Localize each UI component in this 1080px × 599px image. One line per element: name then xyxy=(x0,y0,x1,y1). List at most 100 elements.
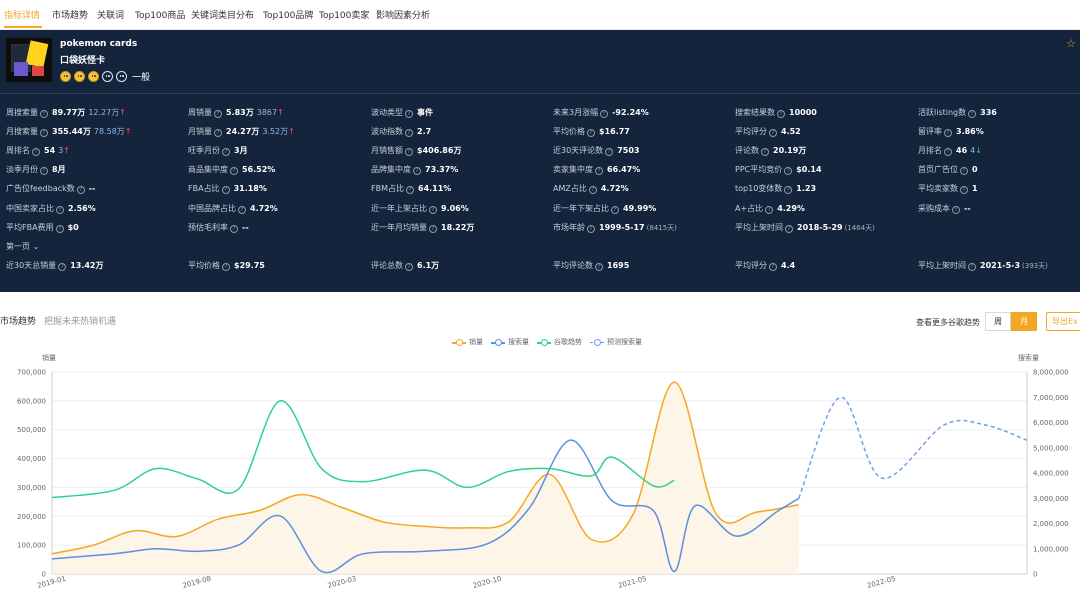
period-month-button[interactable]: 月 xyxy=(1011,312,1037,331)
help-icon[interactable]: ? xyxy=(55,225,64,233)
help-icon[interactable]: ? xyxy=(765,206,774,214)
sales-area xyxy=(52,382,799,574)
y-tick-left: 600,000 xyxy=(17,397,46,405)
y-tick-right: 6,000,000 xyxy=(1033,419,1069,427)
metric-4-3: AMZ占比? 4.72% xyxy=(553,184,629,194)
help-icon[interactable]: ? xyxy=(40,110,48,118)
help-icon[interactable]: ? xyxy=(785,225,793,233)
help-icon[interactable]: ? xyxy=(960,167,968,175)
help-icon[interactable]: ? xyxy=(769,129,777,137)
help-icon[interactable]: ? xyxy=(952,206,960,214)
sentiment-face-icon xyxy=(88,71,99,82)
help-icon[interactable]: ? xyxy=(784,186,793,194)
sentiment-face-icon xyxy=(116,71,127,82)
y-tick-right: 4,000,000 xyxy=(1033,470,1069,478)
help-icon[interactable]: ? xyxy=(405,129,413,137)
metric-6-3: 市场年龄? 1999-5-17 (8415天) xyxy=(553,223,677,233)
help-icon[interactable]: ? xyxy=(40,129,48,137)
help-icon[interactable]: ? xyxy=(32,148,40,156)
favorite-star-icon[interactable]: ☆ xyxy=(1066,37,1076,50)
help-icon[interactable]: ? xyxy=(960,186,968,194)
help-icon[interactable]: ? xyxy=(40,167,48,175)
y-tick-right: 7,000,000 xyxy=(1033,394,1069,402)
legend-item-1[interactable]: 搜索量 xyxy=(491,337,529,347)
tab-2[interactable]: 关联词 xyxy=(97,11,125,21)
legend-item-0[interactable]: 销量 xyxy=(452,337,483,347)
help-icon[interactable]: ? xyxy=(600,110,609,118)
help-icon[interactable]: ? xyxy=(405,263,413,271)
help-icon[interactable]: ? xyxy=(595,263,603,271)
help-icon[interactable]: ? xyxy=(968,110,977,118)
tab-7[interactable]: 影响因素分析 xyxy=(376,11,431,21)
help-icon[interactable]: ? xyxy=(413,167,421,175)
y-tick-right: 0 xyxy=(1033,571,1037,579)
first-page-toggle[interactable]: 第一页 ⌄ xyxy=(6,242,40,251)
product-subtitle: 口袋妖怪卡 xyxy=(60,56,106,66)
legend-item-2[interactable]: 谷歌趋势 xyxy=(537,337,582,347)
metric-2-5: 月排名? 46 4↓ xyxy=(918,146,982,156)
help-icon[interactable]: ? xyxy=(230,167,238,175)
help-icon[interactable]: ? xyxy=(76,186,85,194)
help-icon[interactable]: ? xyxy=(56,206,64,214)
metric-5-0: 中国卖家占比? 2.56% xyxy=(6,204,96,214)
legend-item-3[interactable]: 预测搜索量 xyxy=(590,337,642,347)
metric-0-1: 周销量? 5.83万 3867↑ xyxy=(188,108,284,118)
legend-line-icon xyxy=(590,338,604,346)
metric-4-0: 广告位feedback数? -- xyxy=(6,184,96,194)
help-icon[interactable]: ? xyxy=(968,263,976,271)
metric-3-1: 商品集中度? 56.52% xyxy=(188,165,276,175)
metric-1-5: 留评率? 3.86% xyxy=(918,127,984,137)
legend-line-icon xyxy=(452,338,466,346)
metric-1-3: 平均价格? $16.77 xyxy=(553,127,630,137)
help-icon[interactable]: ? xyxy=(944,129,952,137)
help-icon[interactable]: ? xyxy=(588,186,597,194)
help-icon[interactable]: ? xyxy=(405,110,413,118)
y-tick-left: 0 xyxy=(42,571,46,579)
google-trends-link[interactable]: 查看更多谷歌趋势 xyxy=(916,318,980,327)
x-tick-label: 2020-10 xyxy=(472,575,502,590)
help-icon[interactable]: ? xyxy=(611,206,619,214)
help-icon[interactable]: ? xyxy=(429,225,437,233)
help-icon[interactable]: ? xyxy=(587,129,595,137)
help-icon[interactable]: ? xyxy=(784,167,793,175)
y-tick-left: 200,000 xyxy=(17,513,46,521)
tab-4[interactable]: 关键词类目分布 xyxy=(191,11,255,21)
help-icon[interactable]: ? xyxy=(769,263,777,271)
help-icon[interactable]: ? xyxy=(595,167,603,175)
help-icon[interactable]: ? xyxy=(214,129,222,137)
help-icon[interactable]: ? xyxy=(214,110,222,118)
help-icon[interactable]: ? xyxy=(58,263,67,271)
help-icon[interactable]: ? xyxy=(587,225,595,233)
y-tick-right: 2,000,000 xyxy=(1033,520,1069,528)
tab-6[interactable]: Top100卖家 xyxy=(319,11,370,21)
help-icon[interactable]: ? xyxy=(761,148,769,156)
help-icon[interactable]: ? xyxy=(944,148,952,156)
first-page-metric-5: 平均上架时间? 2021-5-3 (393天) xyxy=(918,261,1048,271)
metric-6-0: 平均FBA费用? $0 xyxy=(6,223,79,233)
period-week-button[interactable]: 周 xyxy=(985,312,1011,331)
help-icon[interactable]: ? xyxy=(429,206,437,214)
tab-1[interactable]: 市场趋势 xyxy=(52,11,89,21)
tab-3[interactable]: Top100商品 xyxy=(135,11,186,21)
metric-5-2: 近一年上架占比? 9.06% xyxy=(371,204,469,214)
help-icon[interactable]: ? xyxy=(405,148,413,156)
help-icon[interactable]: ? xyxy=(605,148,614,156)
help-icon[interactable]: ? xyxy=(238,206,246,214)
product-thumbnail[interactable] xyxy=(6,38,52,82)
help-icon[interactable]: ? xyxy=(230,225,238,233)
help-icon[interactable]: ? xyxy=(222,263,230,271)
tab-0[interactable]: 指标详情 xyxy=(4,11,41,21)
y-tick-left: 700,000 xyxy=(17,369,46,377)
help-icon[interactable]: ? xyxy=(221,186,230,194)
series-line-2 xyxy=(51,400,675,499)
first-page-metric-1: 平均价格? $29.75 xyxy=(188,261,265,271)
up-arrow-icon: ↑ xyxy=(277,108,284,117)
help-icon[interactable]: ? xyxy=(222,148,230,156)
y-tick-right: 1,000,000 xyxy=(1033,545,1069,553)
help-icon[interactable]: ? xyxy=(777,110,785,118)
help-icon[interactable]: ? xyxy=(406,186,414,194)
export-button[interactable]: 导出Ex xyxy=(1046,312,1080,331)
tab-5[interactable]: Top100品牌 xyxy=(263,11,314,21)
metric-4-2: FBM占比? 64.11% xyxy=(371,184,452,194)
up-arrow-icon: ↑ xyxy=(288,127,295,136)
